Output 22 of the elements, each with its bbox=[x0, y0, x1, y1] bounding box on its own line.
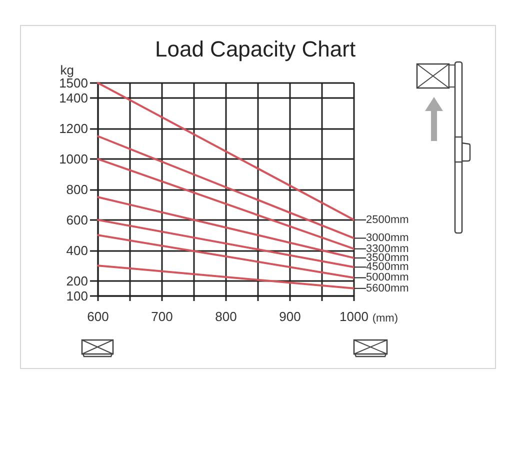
x-axis-title: (mm) bbox=[372, 312, 398, 324]
y-tick-label: 800 bbox=[66, 182, 88, 197]
series-label: 3000mm bbox=[366, 232, 409, 244]
y-tick-label: 600 bbox=[66, 212, 88, 228]
y-tick-label: 100 bbox=[66, 288, 88, 304]
series-label: 2500mm bbox=[366, 214, 409, 226]
y-tick-label: 1200 bbox=[59, 121, 88, 136]
x-tick-label: 800 bbox=[215, 309, 237, 324]
series-label: 4500mm bbox=[366, 261, 409, 274]
series-label: 5600mm bbox=[366, 282, 409, 294]
chart-title: Load Capacity Chart bbox=[155, 36, 356, 62]
x-tick-label: 700 bbox=[151, 309, 173, 324]
y-axis-title: kg bbox=[60, 62, 74, 78]
series-label: 3500mm bbox=[366, 252, 409, 264]
y-tick-label: 400 bbox=[66, 242, 88, 258]
y-tick-label: 200 bbox=[66, 273, 88, 288]
x-tick-label: 1000 bbox=[340, 309, 368, 324]
x-tick-label: 900 bbox=[279, 309, 301, 324]
x-tick-label: 600 bbox=[87, 309, 109, 324]
series-label: 5000mm bbox=[366, 272, 409, 284]
y-tick-label: 1400 bbox=[59, 90, 88, 106]
y-tick-label: 1000 bbox=[59, 152, 88, 167]
